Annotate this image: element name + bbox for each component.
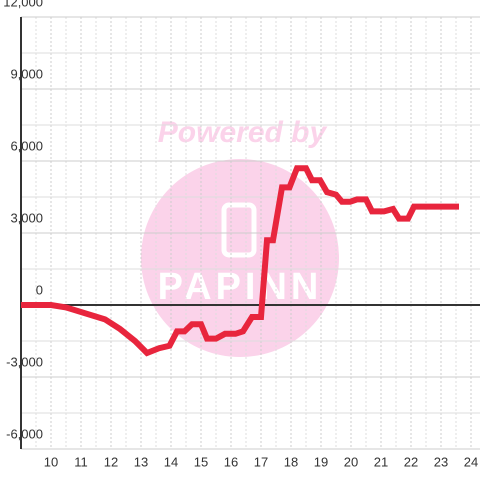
x-tick-label: 21 <box>374 454 388 469</box>
x-tick-label: 22 <box>404 454 418 469</box>
watermark-icon <box>221 202 257 258</box>
x-tick-label: 24 <box>464 454 478 469</box>
x-tick-label: 15 <box>194 454 208 469</box>
line <box>21 165 459 357</box>
y-tick-label: 0 <box>36 282 43 297</box>
x-tick-label: 12 <box>104 454 118 469</box>
x-tick-label: 11 <box>74 454 88 469</box>
x-tick-label: 20 <box>344 454 358 469</box>
x-tick-label: 14 <box>164 454 178 469</box>
x-tick-label: 10 <box>44 454 58 469</box>
watermark-text: Powered by <box>158 116 328 149</box>
x-tick-label: 18 <box>284 454 298 469</box>
watermark-circle <box>141 159 339 357</box>
x-tick-label: 16 <box>224 454 238 469</box>
y-tick-label: -3,000 <box>6 354 43 369</box>
x-tick-label: 19 <box>314 454 328 469</box>
x-tick-label: 23 <box>434 454 448 469</box>
watermark-logo: PAPINN <box>158 266 323 308</box>
x-tick-label: 17 <box>254 454 268 469</box>
y-tick-label: 3,000 <box>10 210 43 225</box>
y-tick-label: 12,000 <box>3 0 43 9</box>
y-tick-label: 9,000 <box>10 66 43 81</box>
y-tick-label: -6,000 <box>6 426 43 441</box>
y-tick-label: 6,000 <box>10 138 43 153</box>
x-tick-label: 13 <box>134 454 148 469</box>
